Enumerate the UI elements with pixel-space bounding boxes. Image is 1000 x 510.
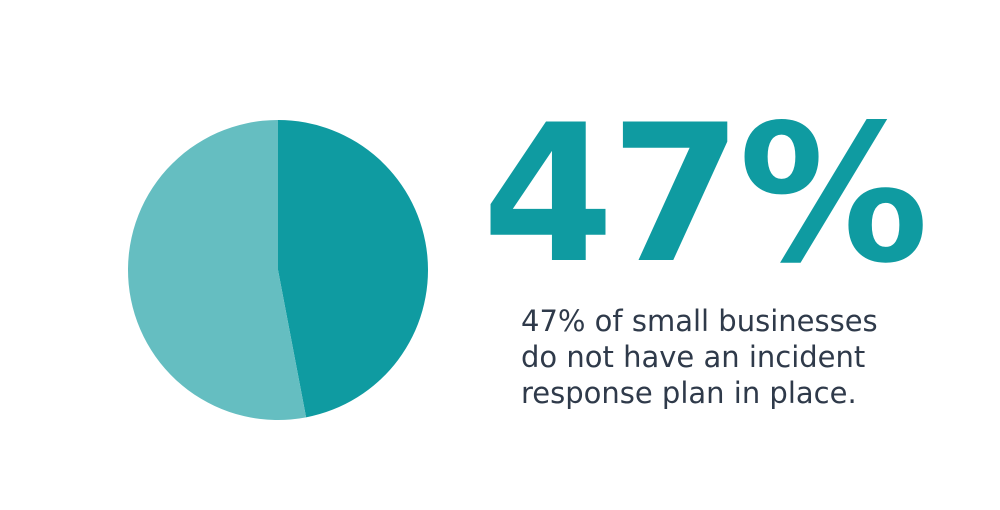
pie-chart-svg — [128, 120, 428, 420]
pie-slice-remainder — [128, 120, 307, 420]
headline-stat: 47% — [482, 84, 929, 305]
pie-slice-highlight — [278, 120, 428, 418]
pie-chart — [128, 120, 428, 420]
description-line-3: response plan in place. — [521, 376, 857, 410]
description-line-1: 47% of small businesses — [521, 304, 878, 338]
description-line-2: do not have an incident — [521, 340, 866, 374]
stat-description: 47% of small businesses do not have an i… — [521, 303, 921, 411]
